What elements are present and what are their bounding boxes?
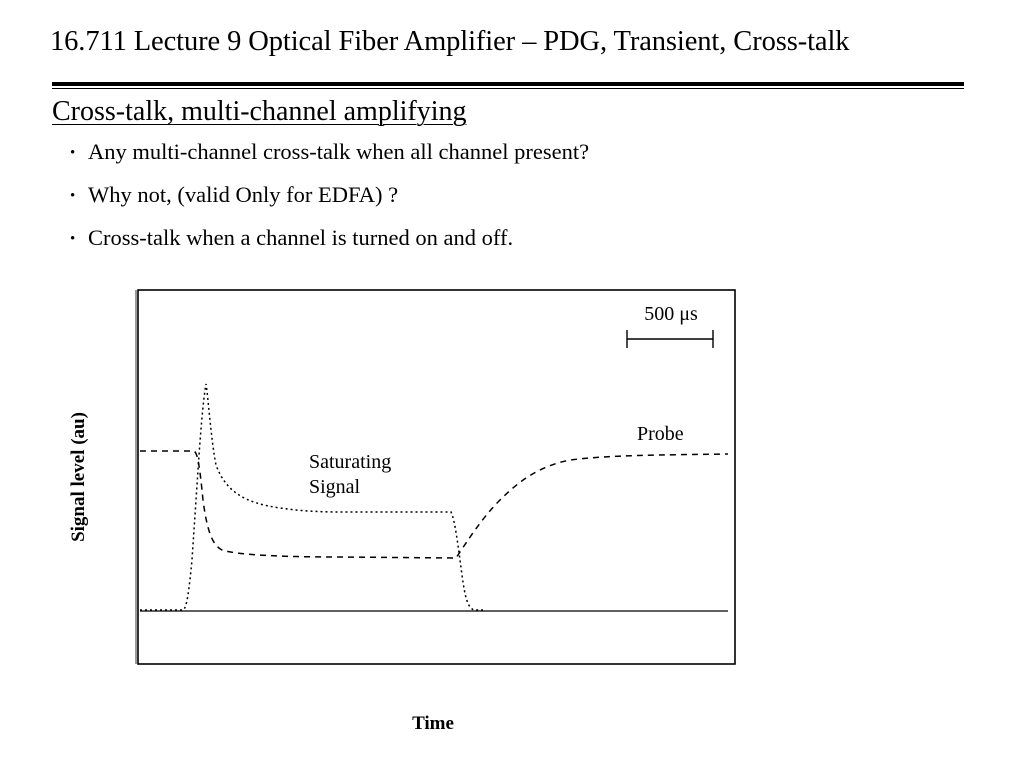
bullet-item: • Cross-talk when a channel is turned on … [70, 224, 589, 253]
probe-trace [140, 450, 729, 559]
saturating-signal-trace [140, 383, 483, 611]
title-rule-thick [52, 82, 964, 86]
bullet-text: Any multi-channel cross-talk when all ch… [88, 139, 590, 164]
bullet-text: Why not, (valid Only for EDFA) ? [88, 182, 399, 207]
scale-bar [626, 330, 714, 348]
probe-label: Probe [637, 423, 684, 445]
x-axis-label: Time [412, 713, 454, 734]
bullet-item: • Why not, (valid Only for EDFA) ? [70, 181, 589, 210]
plot-frame [137, 289, 736, 665]
scale-bar-label: 500 μs [644, 303, 698, 325]
bullet-marker: • [70, 231, 76, 247]
saturating-label-line2: Signal [309, 476, 361, 498]
y-axis-label: Signal level (au) [68, 412, 89, 542]
bullet-text: Cross-talk when a channel is turned on a… [88, 225, 514, 250]
section-heading: Cross-talk, multi-channel amplifying [52, 96, 467, 127]
bullet-marker: • [70, 145, 76, 161]
bullet-item: • Any multi-channel cross-talk when all c… [70, 138, 589, 167]
bullet-list: • Any multi-channel cross-talk when all c… [70, 138, 589, 267]
title-rule-thin [52, 88, 964, 89]
slide-title: 16.711 Lecture 9 Optical Fiber Amplifier… [50, 26, 850, 57]
bullet-marker: • [70, 188, 76, 204]
saturating-label-line1: Saturating [309, 451, 391, 473]
